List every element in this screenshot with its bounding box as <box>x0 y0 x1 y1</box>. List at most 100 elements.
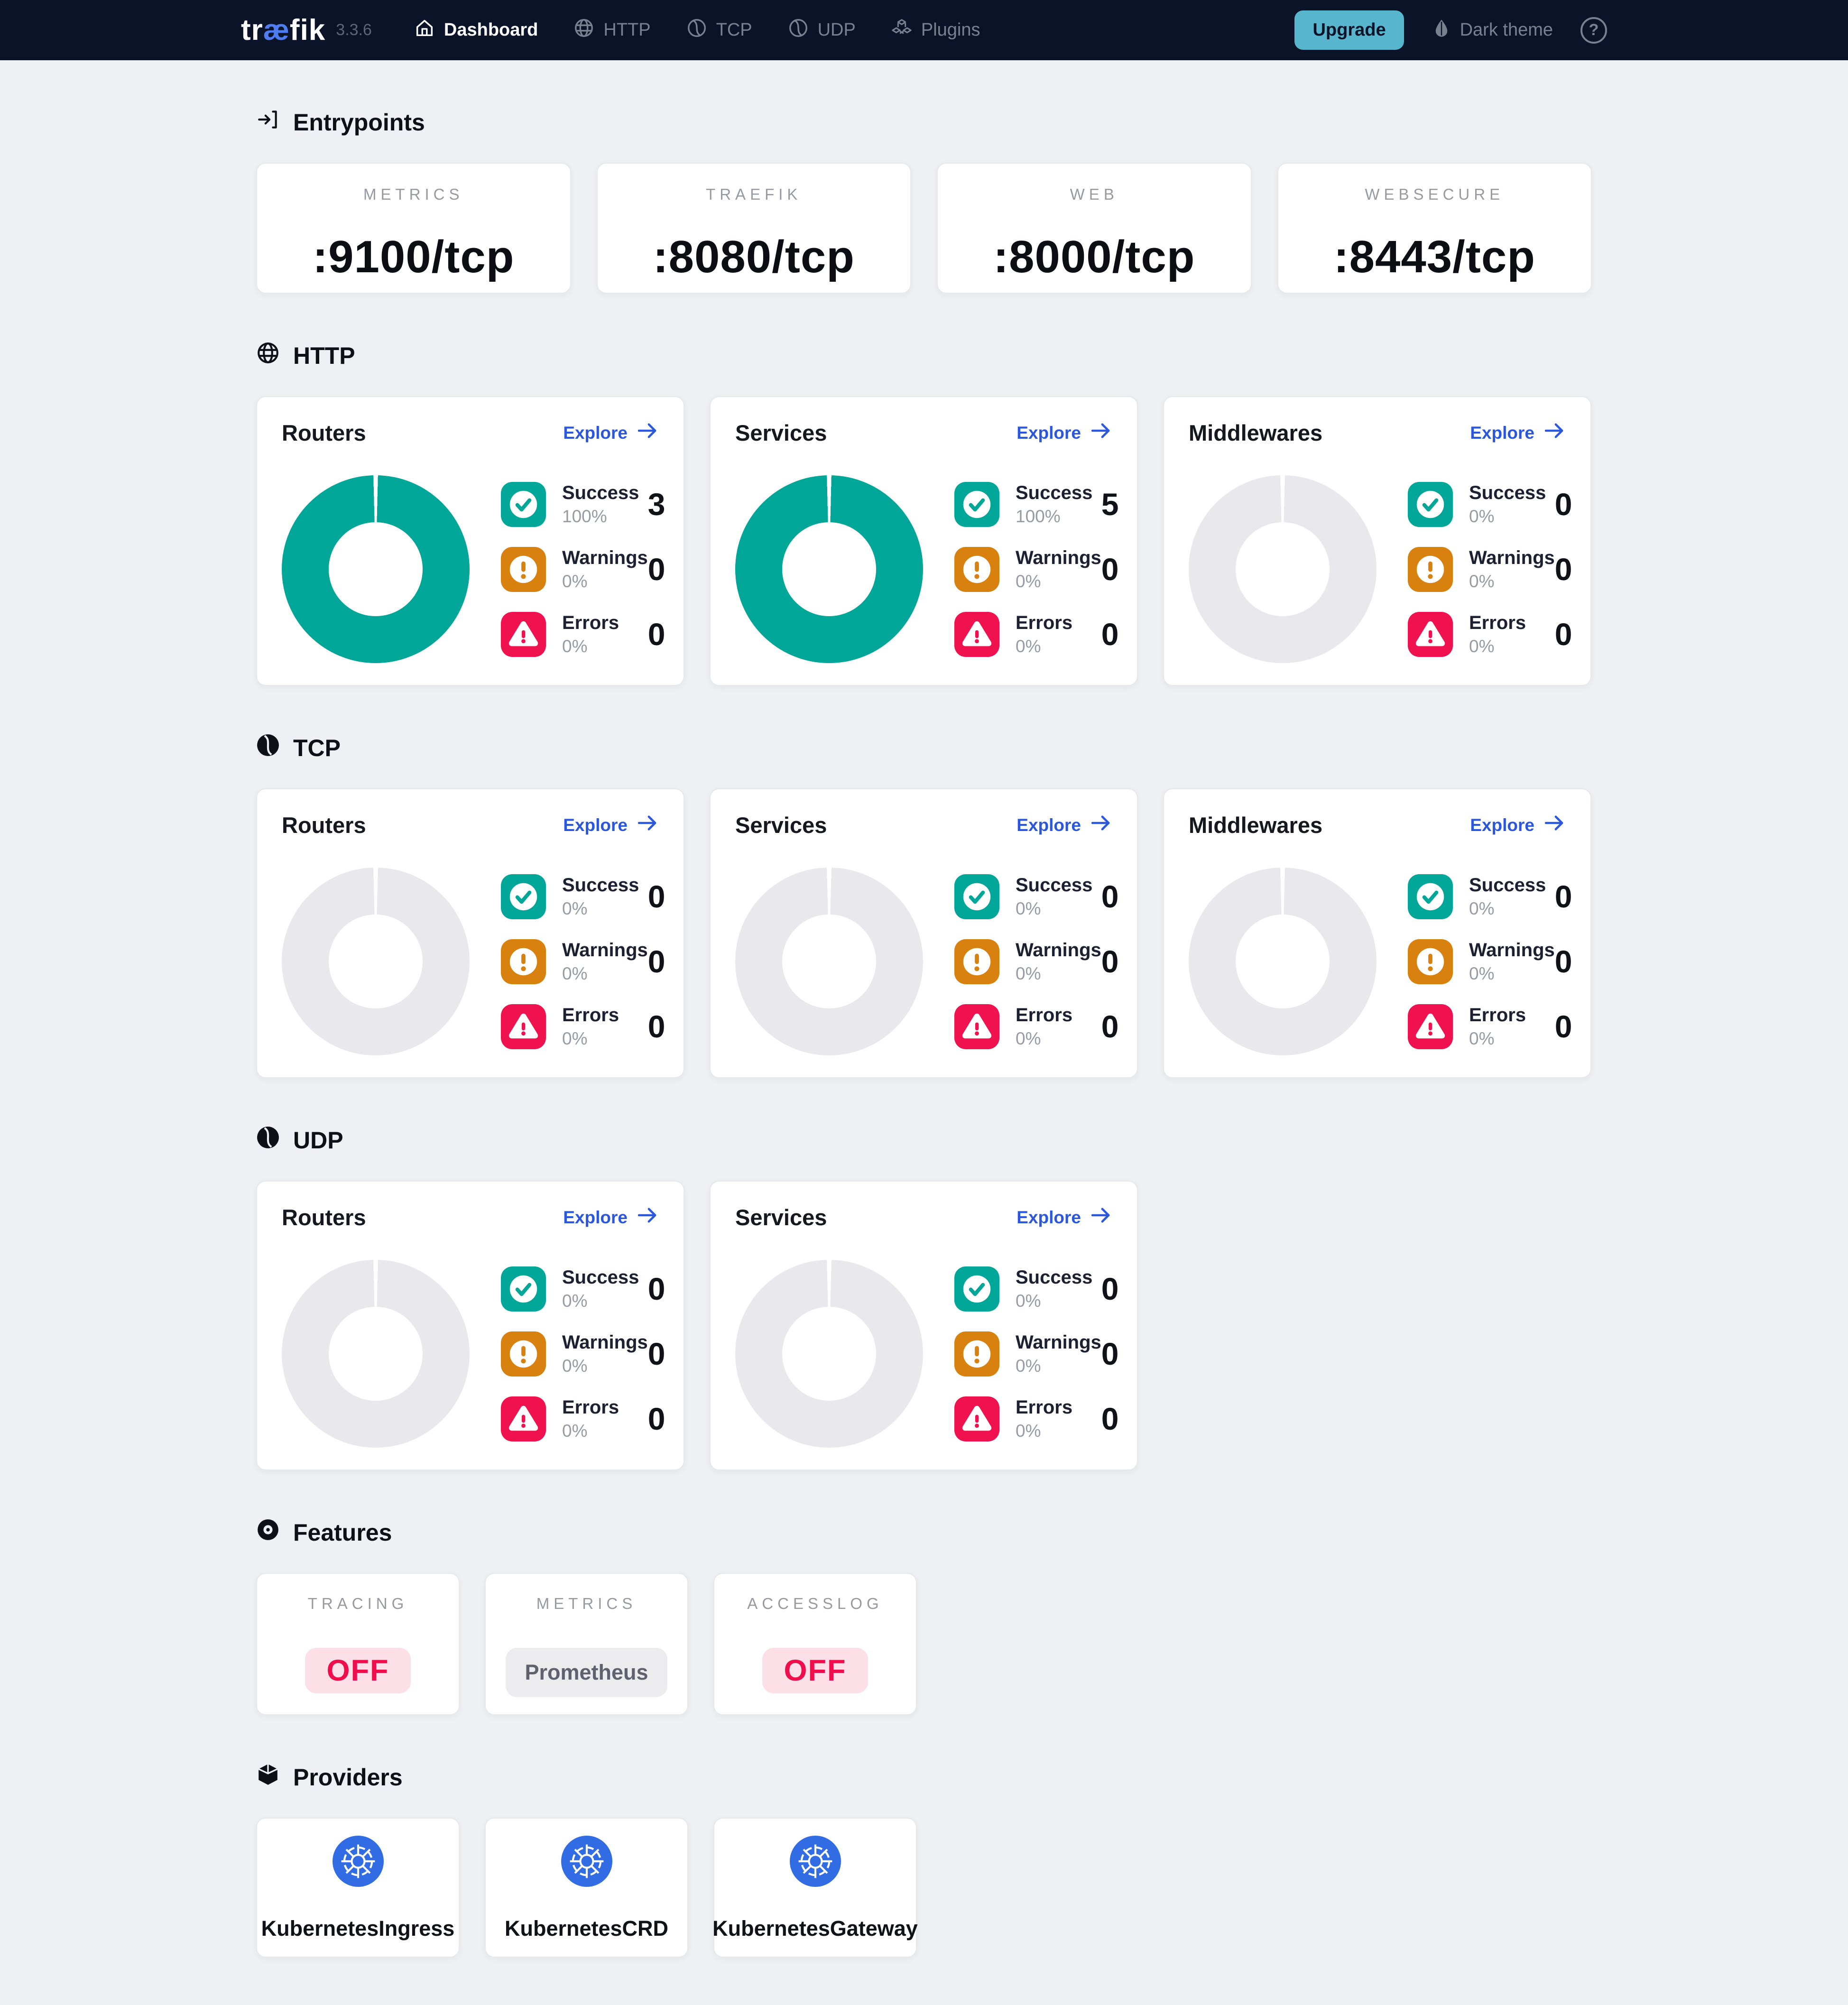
stat-percent: 0% <box>1469 636 1495 656</box>
nav-item-tcp[interactable]: TCP <box>686 17 752 44</box>
stat-count: 0 <box>647 1401 665 1436</box>
entrypoint-card-traefik: TRAEFIK :8080/tcp <box>596 163 911 294</box>
stat-percent: 0% <box>1016 898 1041 918</box>
nav-item-http[interactable]: HTTP <box>573 17 651 44</box>
dark-theme-toggle[interactable]: Dark theme <box>1432 18 1553 43</box>
stat-label: Success <box>562 482 639 503</box>
section-title-text: UDP <box>293 1127 343 1154</box>
upgrade-button[interactable]: Upgrade <box>1294 10 1404 50</box>
stat-count: 0 <box>647 552 665 587</box>
entrypoint-name: METRICS <box>363 185 464 203</box>
nav-item-plugins[interactable]: Plugins <box>891 17 980 44</box>
warnings-stat-row: Warnings 0% 0 <box>1408 546 1572 592</box>
stat-count: 0 <box>1101 617 1119 652</box>
section-title-text: Entrypoints <box>293 109 425 136</box>
feature-card-tracing: TRACING OFF <box>256 1573 460 1715</box>
explore-link[interactable]: Explore <box>1016 1207 1112 1228</box>
stat-percent: 0% <box>1016 1028 1041 1048</box>
provider-name: KubernetesGateway <box>712 1916 918 1940</box>
arrow-right-icon <box>1090 1207 1112 1228</box>
error-triangle-icon <box>501 1004 546 1049</box>
success-stat-row: Success 0% 0 <box>1408 481 1572 527</box>
feature-status-badge: OFF <box>305 1648 411 1693</box>
udp-services-card: Services Explore Success 0% 0 Warni <box>710 1181 1138 1470</box>
errors-stat-row: Errors 0% 0 <box>501 611 665 657</box>
kubernetes-logo-icon <box>789 1836 841 1887</box>
stat-label: Success <box>562 1266 639 1288</box>
logo-ae: æ <box>263 14 290 46</box>
feature-status-badge: OFF <box>762 1648 869 1693</box>
help-icon[interactable]: ? <box>1580 17 1607 44</box>
feature-card-accesslog: ACCESSLOG OFF <box>713 1573 917 1715</box>
arrow-right-icon <box>1090 815 1112 835</box>
success-check-icon <box>1408 874 1453 919</box>
provider-name: KubernetesIngress <box>261 1916 455 1940</box>
entrypoint-card-web: WEB :8000/tcp <box>937 163 1252 294</box>
explore-link[interactable]: Explore <box>1016 815 1112 835</box>
card-title: Services <box>735 420 827 445</box>
stat-label: Errors <box>1016 612 1073 633</box>
entrypoint-name: WEBSECURE <box>1365 185 1505 203</box>
nav-item-udp[interactable]: UDP <box>787 17 856 44</box>
section-title-text: Features <box>293 1519 392 1546</box>
entrypoint-port: :8000/tcp <box>993 231 1195 282</box>
stat-label: Warnings <box>1016 939 1101 961</box>
success-stat-row: Success 0% 0 <box>954 1266 1118 1312</box>
stat-percent: 0% <box>1016 1356 1041 1376</box>
stat-count: 0 <box>1554 552 1572 587</box>
success-check-icon <box>954 874 999 919</box>
warnings-stat-row: Warnings 0% 0 <box>954 1331 1118 1377</box>
warning-exclamation-icon <box>501 1331 546 1377</box>
features-grid: TRACING OFF METRICS Prometheus ACCESSLOG… <box>256 1573 1592 1715</box>
entrypoint-port: :8080/tcp <box>653 231 855 282</box>
error-triangle-icon <box>954 1396 999 1441</box>
warnings-stat-row: Warnings 0% 0 <box>501 1331 665 1377</box>
providers-section-title: Providers <box>256 1763 1592 1792</box>
stat-label: Errors <box>1469 1004 1526 1026</box>
stat-count: 0 <box>1101 1009 1119 1044</box>
stat-label: Success <box>1469 874 1546 896</box>
arrow-right-icon <box>1544 815 1566 835</box>
warnings-stat-row: Warnings 0% 0 <box>954 546 1118 592</box>
stat-percent: 0% <box>562 898 588 918</box>
main-nav: Dashboard HTTP TCP UDP <box>414 17 980 44</box>
success-check-icon <box>501 481 546 527</box>
success-stat-row: Success 0% 0 <box>954 874 1118 919</box>
tcp-middlewares-card: Middlewares Explore Success 0% 0 Wa <box>1163 788 1591 1078</box>
explore-link[interactable]: Explore <box>1016 423 1112 443</box>
stat-percent: 0% <box>1016 571 1041 591</box>
error-triangle-icon <box>954 1004 999 1049</box>
features-section-title: Features <box>256 1518 1592 1547</box>
globe-icon <box>573 17 595 44</box>
traefik-logo: tr æ fik <box>241 13 325 47</box>
explore-link[interactable]: Explore <box>563 1207 659 1228</box>
explore-link[interactable]: Explore <box>1470 423 1566 443</box>
stat-percent: 0% <box>562 1291 588 1311</box>
success-check-icon <box>1408 481 1453 527</box>
entrypoint-name: WEB <box>1070 185 1118 203</box>
explore-link[interactable]: Explore <box>1470 815 1566 835</box>
features-toggle-icon <box>256 1518 280 1547</box>
stat-percent: 100% <box>562 506 607 526</box>
explore-label: Explore <box>1470 423 1534 443</box>
success-check-icon <box>954 481 999 527</box>
stat-count: 0 <box>1101 1336 1119 1371</box>
feature-name: METRICS <box>536 1595 637 1612</box>
stat-count: 0 <box>1554 1009 1572 1044</box>
stat-percent: 0% <box>562 571 588 591</box>
explore-link[interactable]: Explore <box>563 423 659 443</box>
nav-item-dashboard[interactable]: Dashboard <box>414 17 538 44</box>
provider-name: KubernetesCRD <box>504 1916 669 1940</box>
stat-count: 0 <box>1101 944 1119 979</box>
success-stat-row: Success 0% 0 <box>501 874 665 919</box>
udp-routers-card: Routers Explore Success 0% 0 Warnin <box>256 1181 684 1470</box>
status-donut-chart <box>282 475 470 663</box>
udp-ball-icon <box>256 1126 280 1155</box>
logo-text: fik <box>289 14 326 46</box>
stat-label: Warnings <box>1016 1331 1101 1353</box>
explore-link[interactable]: Explore <box>563 815 659 835</box>
provider-card-kubernetes-ingress: KubernetesIngress <box>256 1818 460 1958</box>
stat-percent: 0% <box>1016 1421 1041 1441</box>
feature-card-metrics: METRICS Prometheus <box>485 1573 688 1715</box>
stat-percent: 0% <box>1469 571 1495 591</box>
